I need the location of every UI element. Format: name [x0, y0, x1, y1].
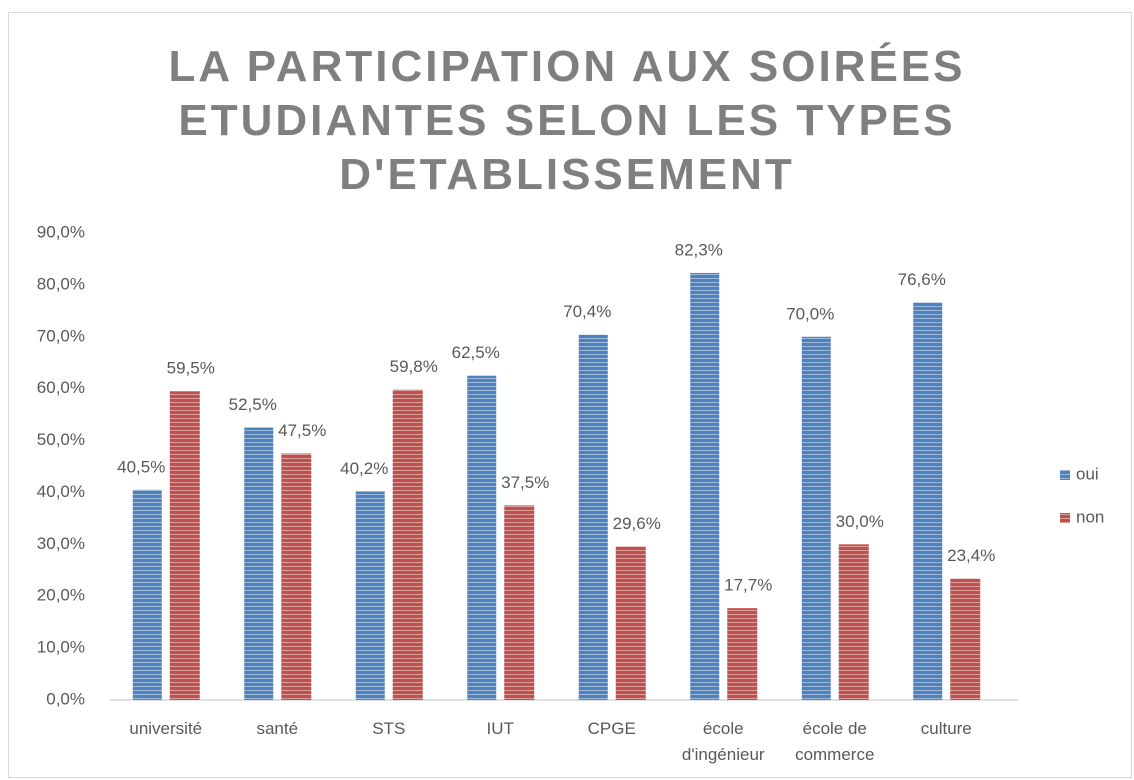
x-tick-label: STS — [372, 719, 406, 738]
legend-swatch — [1060, 470, 1070, 480]
x-tick-label: université — [129, 719, 203, 738]
y-tick-label: 70,0% — [37, 326, 85, 345]
data-label: 52,5% — [229, 395, 277, 414]
data-label: 82,3% — [675, 240, 723, 259]
x-tick-label: CPGE — [587, 719, 636, 738]
bar — [504, 505, 535, 700]
x-tick-label: culture — [920, 719, 972, 738]
bar — [132, 489, 162, 700]
bar — [727, 608, 758, 700]
y-tick-label: 80,0% — [37, 274, 85, 293]
data-label: 70,4% — [563, 302, 611, 321]
y-tick-label: 50,0% — [37, 430, 85, 449]
bar — [244, 427, 274, 700]
bar — [467, 375, 497, 700]
x-tick-label: école d'ingénieur — [681, 719, 765, 764]
bar — [801, 336, 831, 700]
data-label: 59,8% — [390, 357, 438, 376]
bar — [281, 453, 312, 700]
data-label: 29,6% — [613, 514, 661, 533]
chart-frame — [8, 12, 1132, 778]
chart-title: LA PARTICIPATION AUX SOIRÉES ETUDIANTES … — [168, 42, 966, 199]
bar — [578, 334, 608, 700]
data-label: 76,6% — [898, 270, 946, 289]
bar — [355, 491, 385, 700]
y-tick-label: 60,0% — [37, 378, 85, 397]
bar — [392, 389, 423, 700]
data-label: 30,0% — [836, 512, 884, 531]
bar — [913, 302, 943, 700]
y-tick-label: 20,0% — [37, 586, 85, 605]
data-label: 23,4% — [947, 546, 995, 565]
x-tick-label: IUT — [486, 719, 514, 738]
y-tick-label: 40,0% — [37, 482, 85, 501]
legend-swatch — [1060, 513, 1070, 523]
data-label: 40,5% — [117, 457, 165, 476]
bar — [950, 578, 981, 700]
bar — [615, 546, 646, 700]
y-tick-label: 30,0% — [37, 534, 85, 553]
legend-label: non — [1076, 507, 1104, 526]
legend-label: oui — [1076, 464, 1099, 483]
y-tick-label: 90,0% — [37, 222, 85, 241]
data-label: 47,5% — [278, 421, 326, 440]
data-label: 70,0% — [786, 304, 834, 323]
y-tick-label: 0,0% — [46, 689, 85, 708]
bar — [690, 272, 720, 700]
y-tick-label: 10,0% — [37, 638, 85, 657]
bar — [169, 391, 200, 700]
data-label: 37,5% — [501, 473, 549, 492]
bar — [838, 544, 869, 700]
data-label: 59,5% — [167, 359, 215, 378]
data-label: 40,2% — [340, 459, 388, 478]
data-label: 62,5% — [452, 343, 500, 362]
x-tick-label: santé — [256, 719, 299, 738]
x-tick-label: école de commerce — [795, 719, 875, 764]
data-label: 17,7% — [724, 576, 772, 595]
